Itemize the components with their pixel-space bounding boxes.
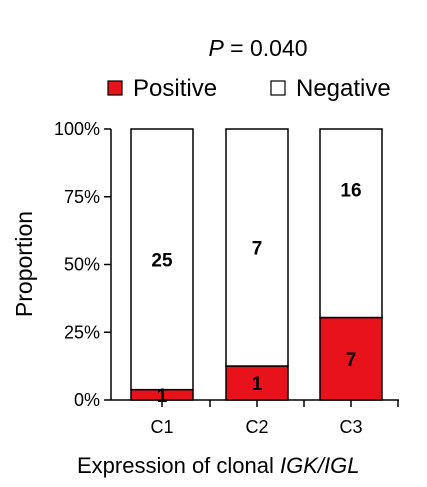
legend-label-positive: Positive [133, 75, 217, 102]
data-label-positive: 7 [346, 350, 357, 371]
bar-negative-c1 [130, 128, 194, 391]
data-label-negative: 25 [151, 250, 173, 271]
legend: Positive Negative [107, 75, 391, 102]
bar-negative-c2 [225, 128, 289, 367]
data-label-positive: 1 [157, 386, 168, 407]
bars: 25 1 7 1 16 7 [130, 128, 383, 407]
chart-title: P = 0.040 [208, 35, 307, 61]
y-tick-label: 100% [54, 119, 100, 139]
x-tick-label: C1 [150, 417, 173, 437]
data-label-positive: 1 [252, 374, 263, 395]
bar-positive-c3 [319, 316, 383, 401]
y-tick-label: 75% [64, 187, 100, 207]
y-ticks: 0% 25% 50% 75% 100% [54, 119, 111, 410]
bar-positive-c1 [130, 388, 194, 401]
x-tick-label: C2 [245, 417, 268, 437]
x-ticks: C1 C2 C3 [150, 400, 399, 437]
data-label-negative: 7 [252, 239, 263, 260]
legend-label-negative: Negative [296, 75, 391, 102]
bar-negative-c3 [319, 128, 383, 319]
y-tick-label: 0% [74, 390, 100, 410]
y-tick-label: 25% [64, 322, 100, 342]
x-axis-label: Expression of clonal IGK/IGL [77, 453, 359, 478]
x-tick-label: C3 [339, 417, 362, 437]
legend-swatch-negative [270, 80, 286, 96]
legend-swatch-positive [107, 80, 123, 96]
bar-positive-c2 [225, 365, 289, 401]
data-label-negative: 16 [340, 180, 361, 201]
y-tick-label: 50% [64, 255, 100, 275]
y-axis-label: Proportion [11, 211, 37, 317]
